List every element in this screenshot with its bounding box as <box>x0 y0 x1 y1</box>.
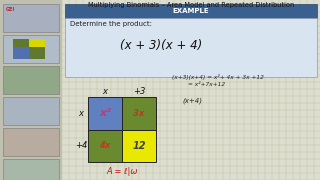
Text: 4x: 4x <box>100 141 111 150</box>
Text: GEI: GEI <box>6 7 15 12</box>
Text: 3x: 3x <box>133 109 145 118</box>
Text: Determine the product:: Determine the product: <box>70 21 152 27</box>
Text: x: x <box>78 109 84 118</box>
Bar <box>122 129 156 162</box>
Text: = x²+7x+12: = x²+7x+12 <box>188 82 225 87</box>
Bar <box>3 35 59 63</box>
Bar <box>0 0 62 180</box>
Text: (x+3)(x+4) = x²+ 4x + 3x +12: (x+3)(x+4) = x²+ 4x + 3x +12 <box>172 74 264 80</box>
Bar <box>65 4 317 18</box>
Bar <box>3 128 59 156</box>
Bar <box>3 4 59 32</box>
Bar <box>65 18 317 77</box>
Bar <box>3 97 59 125</box>
Text: (x+4): (x+4) <box>182 98 202 105</box>
Text: +3: +3 <box>133 87 145 96</box>
Text: x: x <box>102 87 108 96</box>
Text: 12: 12 <box>132 141 146 151</box>
Text: x²: x² <box>99 108 111 118</box>
Bar <box>88 97 122 129</box>
Text: +4: +4 <box>75 141 87 150</box>
Text: EXAMPLE: EXAMPLE <box>173 8 209 14</box>
Bar <box>3 159 59 180</box>
Text: (x + 3)(x + 4): (x + 3)(x + 4) <box>120 39 202 53</box>
Bar <box>3 66 59 94</box>
Text: Multiplying Binomials – Area Model and Repeated Distribution: Multiplying Binomials – Area Model and R… <box>88 2 294 8</box>
Text: A = ℓ|ω: A = ℓ|ω <box>106 168 138 177</box>
Bar <box>122 97 156 129</box>
Bar <box>13 47 29 59</box>
Bar <box>29 47 45 59</box>
Bar <box>13 39 29 47</box>
Bar <box>29 39 45 47</box>
Bar <box>88 129 122 162</box>
